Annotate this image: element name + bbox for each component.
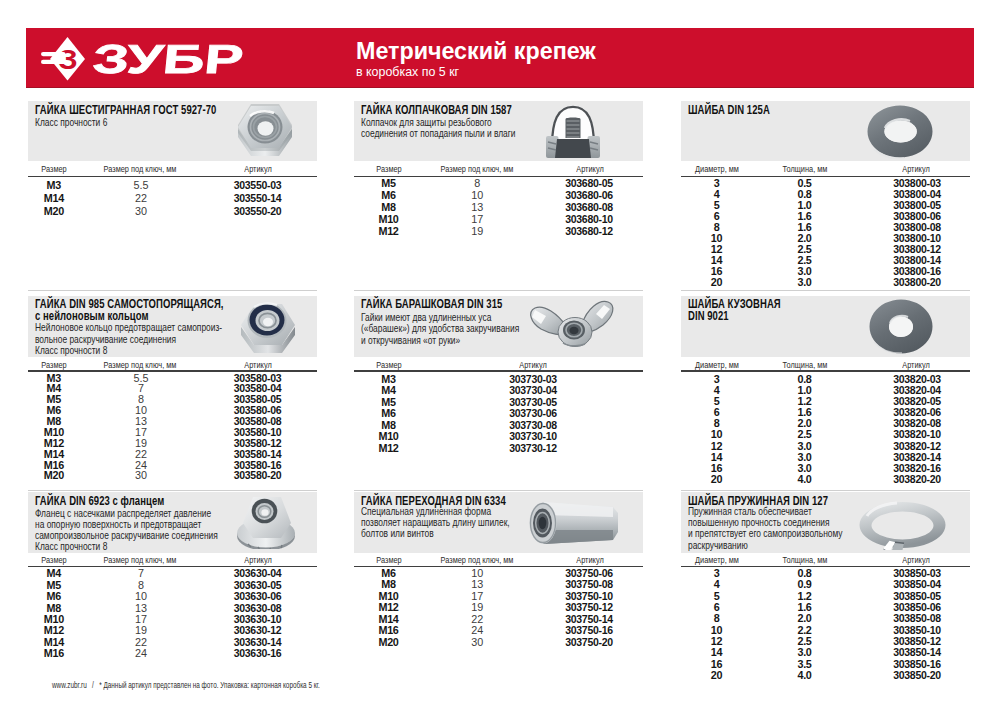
svg-text:З: З <box>58 44 77 74</box>
